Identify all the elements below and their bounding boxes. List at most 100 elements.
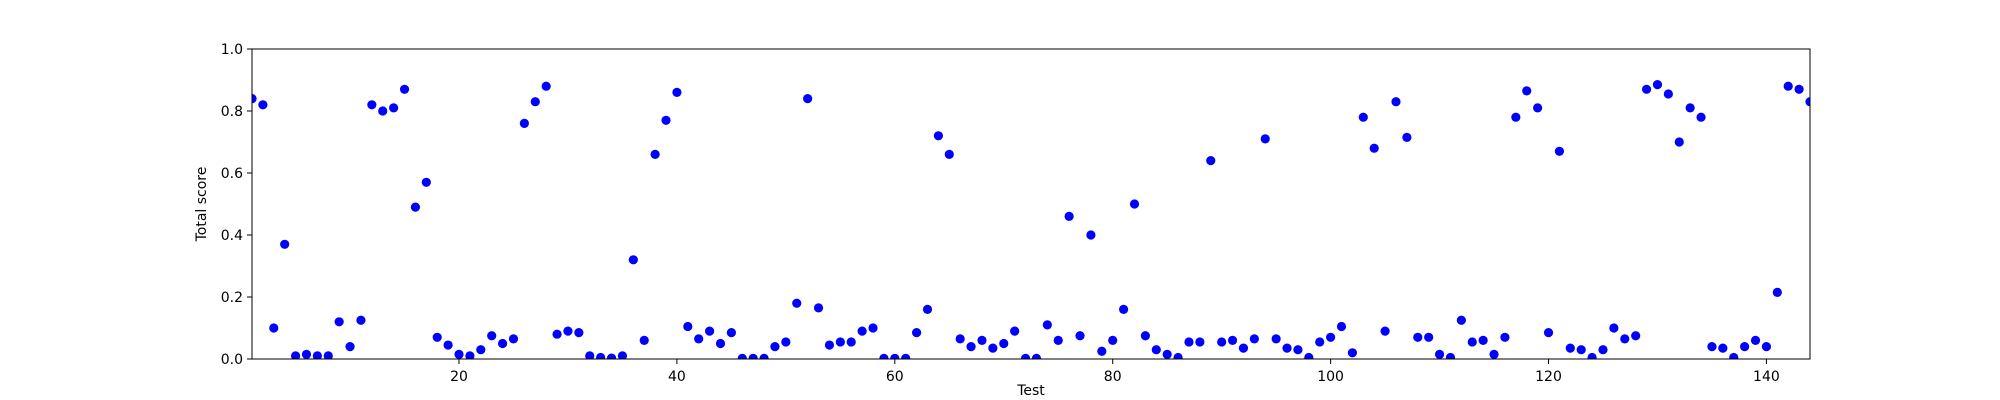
data-point xyxy=(944,149,954,159)
data-point xyxy=(1794,84,1804,94)
x-tick-label: 40 xyxy=(668,369,686,385)
y-tick-label: 0.8 xyxy=(221,104,243,120)
data-point xyxy=(1402,132,1412,142)
y-tick-label: 0.2 xyxy=(221,290,243,306)
data-point xyxy=(465,351,475,359)
data-point xyxy=(443,340,453,350)
data-point xyxy=(650,149,660,159)
data-point xyxy=(378,106,388,116)
data-point xyxy=(1020,353,1031,359)
data-point xyxy=(1119,304,1129,314)
y-axis-label: Total score xyxy=(194,167,210,243)
data-point xyxy=(541,81,551,91)
y-tick-label: 0.4 xyxy=(221,228,243,244)
data-point xyxy=(1729,352,1739,359)
data-point xyxy=(367,100,377,110)
data-point xyxy=(1631,331,1641,341)
x-tick-label: 20 xyxy=(450,369,468,385)
data-point xyxy=(672,87,682,97)
data-point xyxy=(1108,335,1118,345)
data-point xyxy=(966,342,976,352)
data-point xyxy=(1184,337,1194,347)
data-point xyxy=(1217,337,1227,347)
data-point xyxy=(345,342,355,352)
data-point xyxy=(846,337,856,347)
data-point xyxy=(759,353,769,359)
data-point xyxy=(977,335,987,345)
data-point xyxy=(1533,103,1543,113)
y-axis-ticks: 0.0 0.2 0.4 0.6 0.8 1.0 xyxy=(221,42,252,368)
data-point xyxy=(1315,337,1325,347)
data-point xyxy=(421,177,431,187)
data-point xyxy=(497,338,508,349)
x-tick-label: 100 xyxy=(1317,369,1344,385)
data-point xyxy=(694,334,704,344)
data-point xyxy=(1293,345,1303,355)
data-point xyxy=(487,331,497,341)
data-point xyxy=(1140,331,1150,341)
data-point xyxy=(1620,334,1630,344)
data-point xyxy=(280,239,290,249)
data-point xyxy=(252,94,257,104)
data-point xyxy=(410,202,421,212)
data-point xyxy=(1434,349,1445,359)
data-point xyxy=(1783,81,1793,91)
data-point xyxy=(269,323,279,333)
data-point xyxy=(1598,345,1608,355)
x-tick-label: 120 xyxy=(1535,369,1562,385)
data-point xyxy=(1587,352,1597,359)
data-point xyxy=(704,326,715,336)
data-point xyxy=(596,352,606,359)
data-point xyxy=(683,321,693,332)
data-point xyxy=(1696,112,1706,122)
data-point xyxy=(639,335,649,345)
data-point xyxy=(879,353,889,359)
data-point xyxy=(519,118,529,128)
data-point xyxy=(1064,211,1074,221)
data-point xyxy=(1162,349,1172,359)
data-point xyxy=(901,353,911,359)
data-point xyxy=(661,115,671,125)
data-point xyxy=(1685,103,1695,113)
data-point xyxy=(1097,346,1107,356)
data-point xyxy=(1304,352,1314,359)
data-point xyxy=(1456,315,1466,325)
data-point xyxy=(1543,328,1554,338)
data-point xyxy=(1750,335,1761,345)
data-point xyxy=(1609,323,1619,333)
data-point xyxy=(432,332,442,342)
data-point xyxy=(912,328,922,338)
data-point xyxy=(1195,337,1205,347)
data-point xyxy=(508,334,519,344)
x-axis-ticks: 20 40 60 80 100 120 140 xyxy=(450,359,1780,385)
data-point xyxy=(1271,334,1281,344)
data-point xyxy=(1075,331,1085,341)
data-point xyxy=(803,94,813,104)
data-point xyxy=(301,349,312,359)
data-point xyxy=(628,255,638,265)
plot-frame xyxy=(251,48,1811,360)
data-point xyxy=(835,337,845,347)
data-point xyxy=(1173,352,1183,359)
data-point xyxy=(389,103,399,113)
data-point xyxy=(1772,287,1782,297)
data-point xyxy=(1336,321,1347,332)
data-point xyxy=(606,353,617,359)
data-point xyxy=(476,345,486,355)
data-point xyxy=(1326,332,1336,342)
data-point xyxy=(1805,97,1810,107)
data-point xyxy=(1260,134,1270,144)
x-tick-label: 80 xyxy=(1104,369,1122,385)
data-point xyxy=(955,334,965,344)
data-point xyxy=(715,338,726,349)
data-point xyxy=(1554,146,1565,156)
data-point xyxy=(770,342,780,352)
data-point xyxy=(792,298,802,308)
y-tick-label: 1.0 xyxy=(221,42,243,58)
x-tick-label: 140 xyxy=(1753,369,1780,385)
data-point xyxy=(617,351,628,359)
data-point xyxy=(1391,97,1401,107)
data-point xyxy=(585,351,595,359)
